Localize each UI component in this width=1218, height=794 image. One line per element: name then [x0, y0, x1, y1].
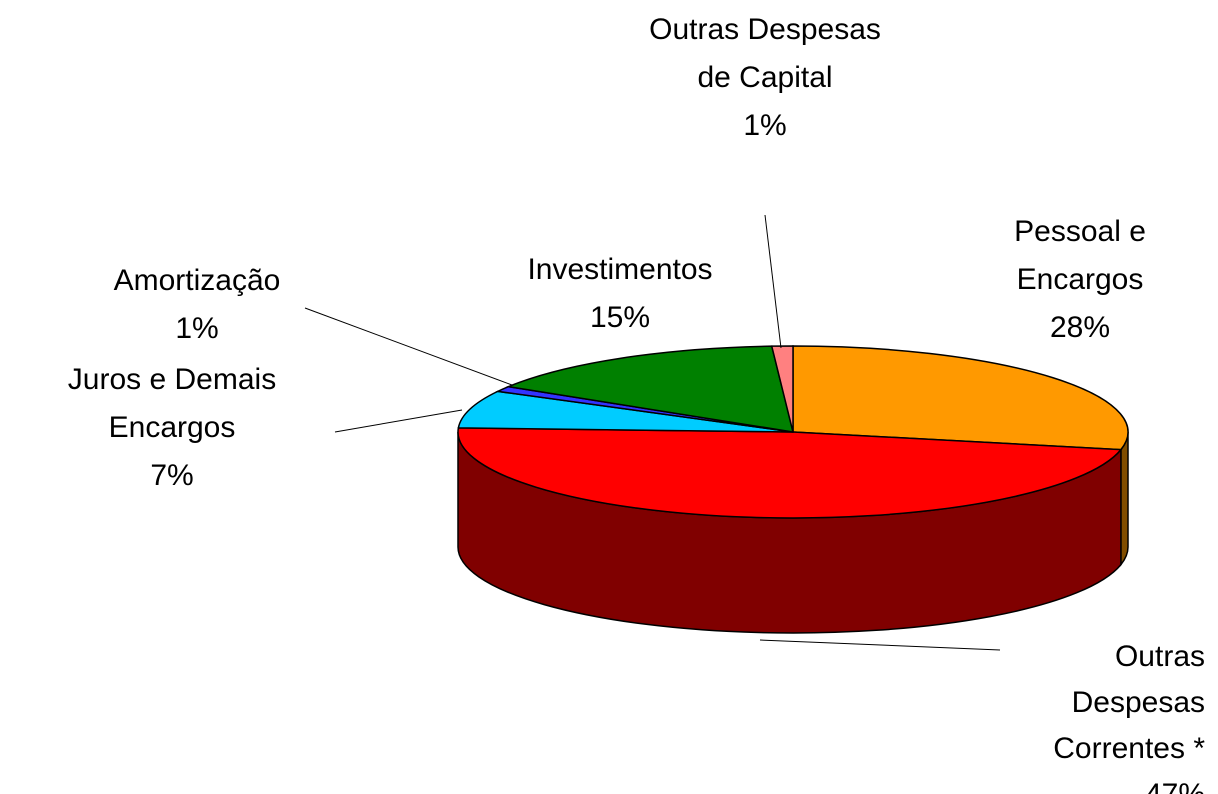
category-label: Outras Despesas Correntes * [1053, 640, 1205, 765]
category-label: Investimentos [527, 253, 713, 286]
slice-label: Amortização 1% [77, 257, 317, 353]
leader-line [334, 409, 463, 433]
value-label: 7% [150, 459, 194, 492]
slice [457, 390, 794, 433]
slice [770, 345, 794, 433]
value-label: 1% [743, 109, 787, 142]
slice-label: Pessoal e Encargos 28% [950, 208, 1210, 352]
value-label: 28% [1049, 311, 1111, 344]
category-label: Amortização [113, 264, 281, 297]
category-label: Pessoal e Encargos [1014, 215, 1146, 296]
leader-line [764, 214, 782, 349]
leader-line [304, 307, 513, 386]
slice [457, 427, 1123, 519]
value-label: 47% [1000, 772, 1205, 794]
category-label: Juros e Demais Encargos [67, 363, 277, 444]
slice [792, 345, 1129, 451]
slice [505, 345, 795, 433]
slice-label: Outras Despesas de Capital 1% [645, 6, 885, 150]
value-label: 15% [589, 301, 651, 334]
category-label: Outras Despesas de Capital [649, 13, 881, 94]
leader-line [759, 639, 1001, 651]
slice-label: Outras Despesas Correntes * 47% [1000, 634, 1205, 794]
slice-side [1120, 431, 1129, 567]
slice-label: Juros e Demais Encargos 7% [2, 356, 342, 500]
slice-label: Investimentos 15% [490, 246, 750, 342]
value-label: 1% [175, 312, 219, 345]
